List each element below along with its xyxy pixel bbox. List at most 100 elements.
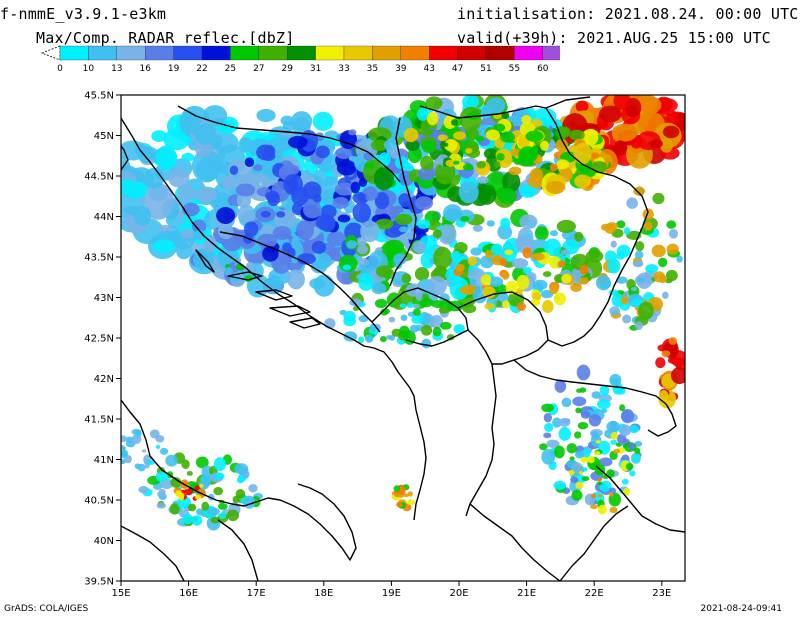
colorbar-label: 47 xyxy=(452,64,463,74)
reflectivity-cell xyxy=(455,263,465,272)
reflectivity-cell xyxy=(588,456,595,464)
reflectivity-cell xyxy=(444,139,458,152)
reflectivity-cell xyxy=(232,495,240,504)
reflectivity-cell xyxy=(343,310,356,322)
reflectivity-cell xyxy=(597,504,607,515)
reflectivity-cell xyxy=(449,277,469,300)
reflectivity-cell xyxy=(427,275,447,296)
reflectivity-cell xyxy=(405,139,420,151)
reflectivity-cell xyxy=(633,186,646,196)
reflectivity-cell xyxy=(472,224,483,232)
longitude-label: 19E xyxy=(382,588,401,599)
colorbar-swatch xyxy=(542,45,560,61)
reflectivity-cell xyxy=(181,459,190,469)
colorbar-label: 16 xyxy=(139,64,151,74)
reflectivity-cell xyxy=(412,240,427,253)
reflectivity-cell xyxy=(362,186,379,201)
reflectivity-cell xyxy=(522,266,532,275)
reflectivity-cell xyxy=(490,243,503,256)
reflectivity-cell xyxy=(638,301,654,320)
reflectivity-cell xyxy=(288,135,308,149)
reflectivity-cell xyxy=(650,139,663,149)
reflectivity-cell xyxy=(437,134,448,142)
reflectivity-cell xyxy=(553,292,567,306)
reflectivity-cell xyxy=(620,295,629,305)
reflectivity-cell xyxy=(393,485,401,493)
reflectivity-cell xyxy=(662,125,680,139)
reflectivity-cell xyxy=(590,152,600,160)
reflectivity-cell xyxy=(425,96,443,110)
reflectivity-cell xyxy=(676,255,683,263)
footer-timestamp: 2021-08-24-09:41 xyxy=(700,604,783,614)
colorbar-label: 35 xyxy=(367,64,378,74)
reflectivity-cell xyxy=(553,273,565,284)
latitude-label: 42.5N xyxy=(84,334,114,345)
reflectivity-cell xyxy=(420,155,434,171)
reflectivity-cell xyxy=(156,502,166,509)
reflectivity-cell xyxy=(570,476,579,483)
reflectivity-cell xyxy=(326,231,346,247)
reflectivity-cell xyxy=(337,214,351,223)
reflectivity-cell xyxy=(596,481,603,486)
reflectivity-cell xyxy=(467,256,478,266)
reflectivity-cell xyxy=(236,476,245,484)
reflectivity-cell xyxy=(508,166,522,176)
reflectivity-cell xyxy=(532,292,542,301)
reflectivity-cell xyxy=(488,276,504,287)
latitude-label: 40N xyxy=(94,536,114,547)
reflectivity-cell xyxy=(195,494,202,500)
reflectivity-cell xyxy=(483,148,498,160)
reflectivity-cell xyxy=(443,115,457,129)
reflectivity-cell xyxy=(412,308,421,316)
reflectivity-cell xyxy=(499,258,507,267)
reflectivity-cell xyxy=(662,291,669,299)
reflectivity-cell xyxy=(252,164,263,172)
reflectivity-cell xyxy=(403,127,419,143)
reflectivity-cell xyxy=(335,147,353,159)
reflectivity-cell xyxy=(621,478,629,485)
reflectivity-cell xyxy=(645,264,659,274)
reflectivity-cell xyxy=(417,219,431,230)
longitude-label: 18E xyxy=(314,588,333,599)
reflectivity-cell xyxy=(134,463,141,469)
reflectivity-cell xyxy=(499,131,515,143)
reflectivity-cell xyxy=(619,424,632,437)
reflectivity-cell xyxy=(217,502,228,510)
reflectivity-cell xyxy=(440,321,452,330)
reflectivity-cell xyxy=(497,188,517,205)
longitude-label: 15E xyxy=(111,588,130,599)
border-bosnia-serbia xyxy=(389,117,417,287)
border-serbia-north xyxy=(419,105,547,119)
reflectivity-cell xyxy=(121,459,125,465)
reflectivity-cell xyxy=(666,243,679,255)
reflectivity-cell xyxy=(170,477,182,488)
reflectivity-cell xyxy=(398,485,406,494)
reflectivity-cell xyxy=(486,97,506,114)
colorbar-label: 43 xyxy=(423,64,434,74)
reflectivity-cell xyxy=(195,456,209,469)
reflectivity-cell xyxy=(629,470,636,477)
reflectivity-cell xyxy=(598,105,622,123)
reflectivity-cell xyxy=(224,176,238,191)
reflectivity-cell xyxy=(608,289,619,296)
reflectivity-cell xyxy=(196,508,204,516)
reflectivity-cell xyxy=(577,421,589,430)
reflectivity-cell xyxy=(500,217,511,229)
reflectivity-cell xyxy=(521,115,532,125)
reflectivity-cell xyxy=(432,326,442,337)
reflectivity-cell xyxy=(519,214,538,229)
reflectivity-cell xyxy=(411,314,423,324)
reflectivity-cell xyxy=(504,249,514,255)
reflectivity-cell xyxy=(549,163,558,172)
reflectivity-cell xyxy=(561,397,572,408)
reflectivity-cell xyxy=(534,226,549,241)
reflectivity-cell xyxy=(476,176,489,184)
reflectivity-cell xyxy=(375,265,392,278)
colorbar-label: 13 xyxy=(111,64,122,74)
longitude-label: 17E xyxy=(247,588,266,599)
reflectivity-cell xyxy=(159,447,169,455)
reflectivity-cell xyxy=(607,258,621,274)
reflectivity-cell xyxy=(623,227,631,235)
reflectivity-cell xyxy=(616,220,626,229)
reflectivity-cell xyxy=(622,487,631,496)
